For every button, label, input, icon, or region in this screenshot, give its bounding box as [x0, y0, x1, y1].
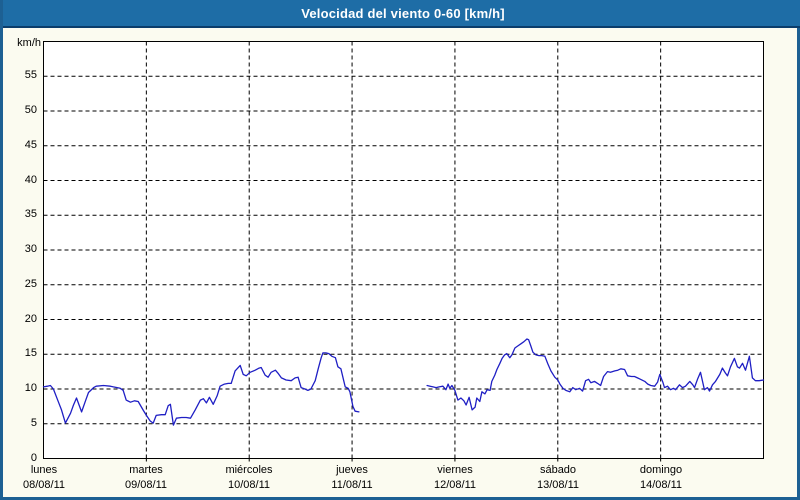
x-axis-date-label: 13/08/11 — [536, 479, 579, 491]
wind-speed-line — [42, 352, 360, 426]
wind-speed-line — [426, 338, 765, 411]
x-axis-day-label: viernes — [437, 464, 473, 476]
x-axis-date-label: 08/08/11 — [22, 479, 65, 491]
y-axis-tick-label: 20 — [24, 313, 37, 325]
x-axis-date-label: 10/08/11 — [227, 479, 270, 491]
y-axis-tick-label: 5 — [30, 417, 37, 429]
x-axis-date-label: 11/08/11 — [331, 479, 373, 491]
x-axis-day-label: miércoles — [225, 464, 273, 476]
y-axis-tick-label: 30 — [24, 243, 37, 255]
chart-title: Velocidad del viento 0-60 [km/h] — [301, 5, 505, 21]
y-axis-tick-label: 0 — [30, 452, 37, 464]
y-axis-tick-label: 40 — [24, 174, 37, 186]
y-axis-tick-label: 35 — [24, 208, 37, 220]
x-axis-day-label: domingo — [639, 464, 683, 476]
x-axis-day-label: jueves — [336, 464, 368, 476]
x-axis-date-label: 09/08/11 — [124, 479, 167, 491]
y-axis-tick-label: 25 — [24, 278, 37, 290]
y-axis-tick-label: 55 — [24, 69, 37, 81]
y-axis-tick-label: 45 — [24, 139, 37, 151]
x-axis-day-label: martes — [129, 464, 163, 476]
title-bar: Velocidad del viento 0-60 [km/h] — [3, 0, 800, 28]
x-axis-day-label: lunes — [30, 464, 58, 476]
y-axis-tick-label: 15 — [24, 347, 37, 359]
x-axis-date-label: 12/08/11 — [433, 479, 476, 491]
y-axis-tick-label: 50 — [24, 104, 37, 116]
y-axis-tick-label: 10 — [24, 382, 37, 394]
y-axis-unit-label: km/h — [17, 37, 41, 49]
x-axis-date-label: 14/08/11 — [639, 479, 682, 491]
chart-canvas — [42, 41, 765, 462]
x-axis-day-label: sábado — [539, 464, 577, 476]
